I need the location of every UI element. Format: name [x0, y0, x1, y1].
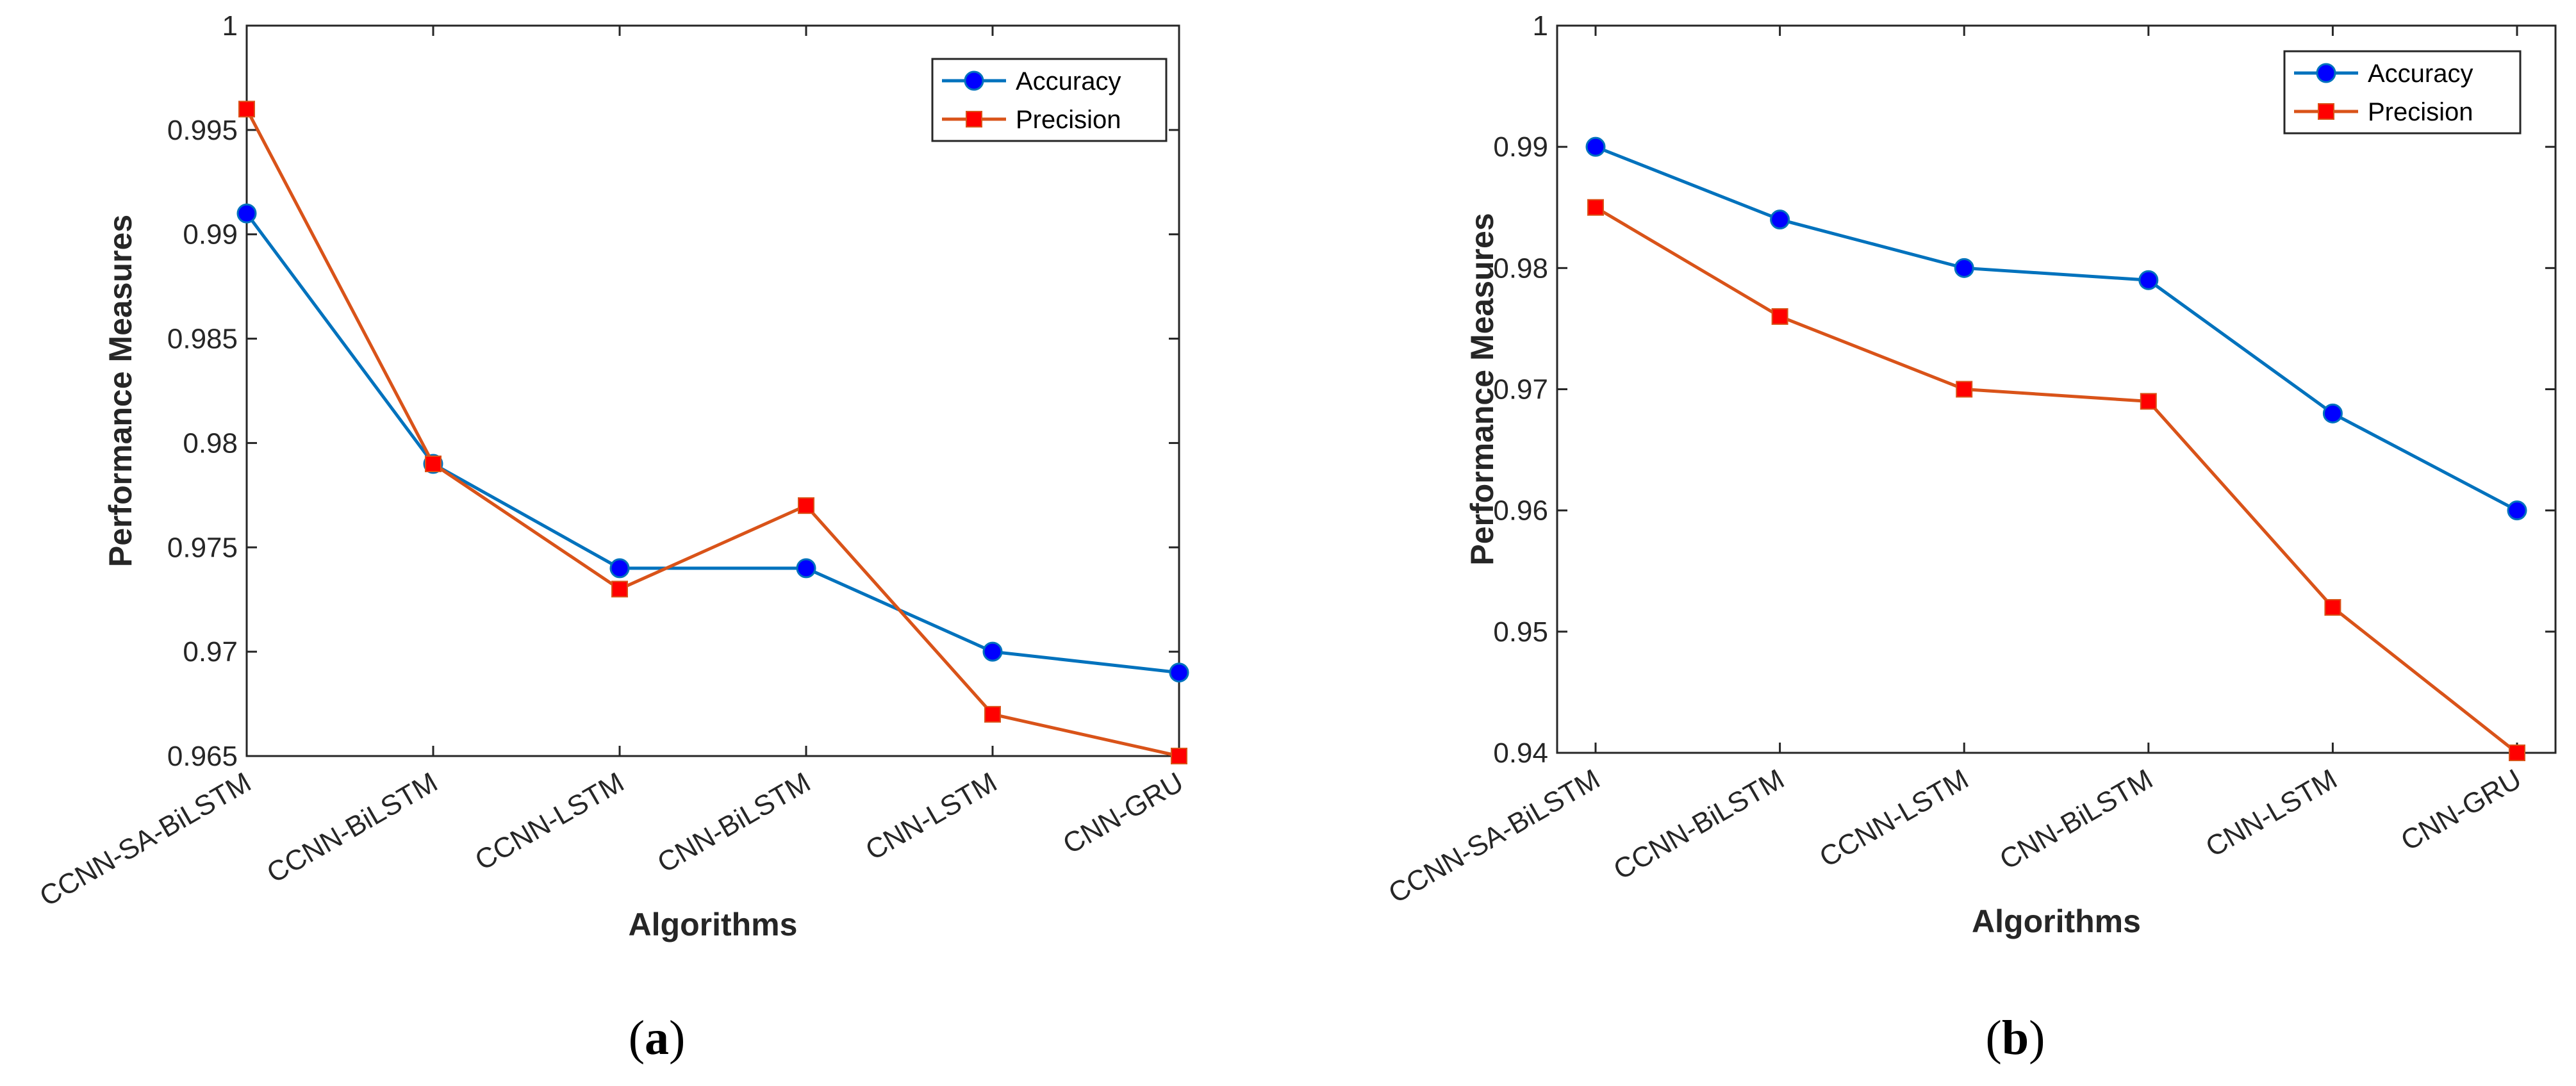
data-point-precision — [2509, 745, 2525, 761]
data-point-accuracy — [2138, 270, 2159, 290]
y-tick-label: 0.99 — [183, 219, 238, 251]
legend-label: Precision — [2368, 98, 2473, 126]
y-tick-label: 0.94 — [1493, 737, 1548, 769]
data-point-accuracy — [236, 203, 257, 224]
x-tick-label: CNN-BiLSTM — [1995, 763, 2158, 876]
y-tick-label: 0.97 — [183, 636, 238, 668]
x-tick-label: CNN-GRU — [2396, 763, 2527, 857]
x-tick-label: CCNN-SA-BiLSTM — [35, 766, 256, 912]
panel-label-letter: b — [2002, 1011, 2029, 1065]
data-point-accuracy — [1954, 258, 1974, 278]
series-line-accuracy — [1595, 145, 2518, 512]
x-tick-label: CCNN-LSTM — [470, 766, 629, 876]
data-point-accuracy — [982, 641, 1003, 662]
x-tick-label: CNN-BiLSTM — [652, 766, 816, 879]
y-axis-label: Performance Measures — [103, 215, 138, 567]
data-point-precision — [1771, 308, 1788, 325]
x-tick-label: CCNN-BiLSTM — [1608, 763, 1790, 886]
data-point-accuracy — [796, 558, 816, 579]
chart-panel-a: 0.965 0.97 0.975 0.98 0.985 0.99 0.995 1 CCNN-SA… — [35, 10, 1189, 1065]
y-tick-label: 0.98 — [183, 427, 238, 459]
data-point-precision — [2140, 393, 2157, 410]
legend-marker-circle — [2316, 63, 2336, 83]
y-axis-label: Performance Measures — [1464, 213, 1500, 565]
series-line-accuracy — [245, 212, 1180, 675]
data-point-accuracy — [2322, 403, 2343, 424]
data-point-precision — [1956, 381, 1973, 398]
data-point-precision — [798, 497, 814, 514]
x-tick-label: CNN-GRU — [1058, 766, 1189, 860]
plot-area — [1556, 24, 2557, 754]
y-tick-label: 0.995 — [167, 115, 238, 146]
panel-label-letter: a — [645, 1011, 669, 1065]
data-point-precision — [2324, 599, 2341, 616]
data-point-precision — [1587, 199, 1604, 216]
x-axis-label: Algorithms — [1972, 903, 2141, 939]
y-tick-label: 1 — [1533, 10, 1548, 42]
legend-label: Precision — [1016, 106, 1121, 134]
data-point-precision — [984, 705, 1001, 723]
panel-label: (a) — [629, 1011, 686, 1065]
data-point-accuracy — [609, 558, 630, 579]
data-point-accuracy — [1585, 136, 1606, 157]
y-tick-label: 0.98 — [1493, 252, 1548, 284]
y-tick-label: 0.965 — [167, 741, 238, 772]
x-tick-label: CNN-LSTM — [2200, 763, 2342, 863]
x-tick-label: CNN-LSTM — [861, 766, 1002, 866]
y-tick-label: 0.985 — [167, 324, 238, 355]
legend-marker-square — [966, 111, 982, 128]
x-tick-label: CCNN-BiLSTM — [261, 766, 443, 889]
x-tick-label: CCNN-SA-BiLSTM — [1383, 763, 1605, 909]
y-tick-label: 0.975 — [167, 532, 238, 563]
y-tick-label: 0.96 — [1493, 495, 1548, 527]
x-tick-label: CCNN-LSTM — [1814, 763, 1974, 873]
data-point-precision — [425, 456, 442, 472]
y-tick-label: 0.95 — [1493, 616, 1548, 648]
data-point-precision — [611, 580, 628, 598]
data-point-precision — [238, 101, 255, 118]
legend-marker-circle — [964, 70, 984, 91]
data-point-accuracy — [1770, 210, 1790, 230]
data-point-accuracy — [1169, 662, 1189, 683]
legend-label: Accuracy — [2368, 60, 2473, 88]
legend-label: Accuracy — [1016, 67, 1121, 95]
data-point-precision — [1171, 748, 1187, 764]
series-line-precision — [245, 108, 1180, 758]
data-point-accuracy — [2507, 500, 2527, 521]
legend-marker-square — [2318, 103, 2334, 120]
y-tick-label: 0.97 — [1493, 374, 1548, 406]
y-tick-label: 0.99 — [1493, 131, 1548, 163]
x-axis-label: Algorithms — [629, 907, 798, 942]
plot-area — [245, 24, 1180, 757]
y-tick-label: 1 — [222, 10, 238, 42]
panel-label: (b) — [1986, 1011, 2045, 1065]
series-line-precision — [1594, 206, 2518, 754]
